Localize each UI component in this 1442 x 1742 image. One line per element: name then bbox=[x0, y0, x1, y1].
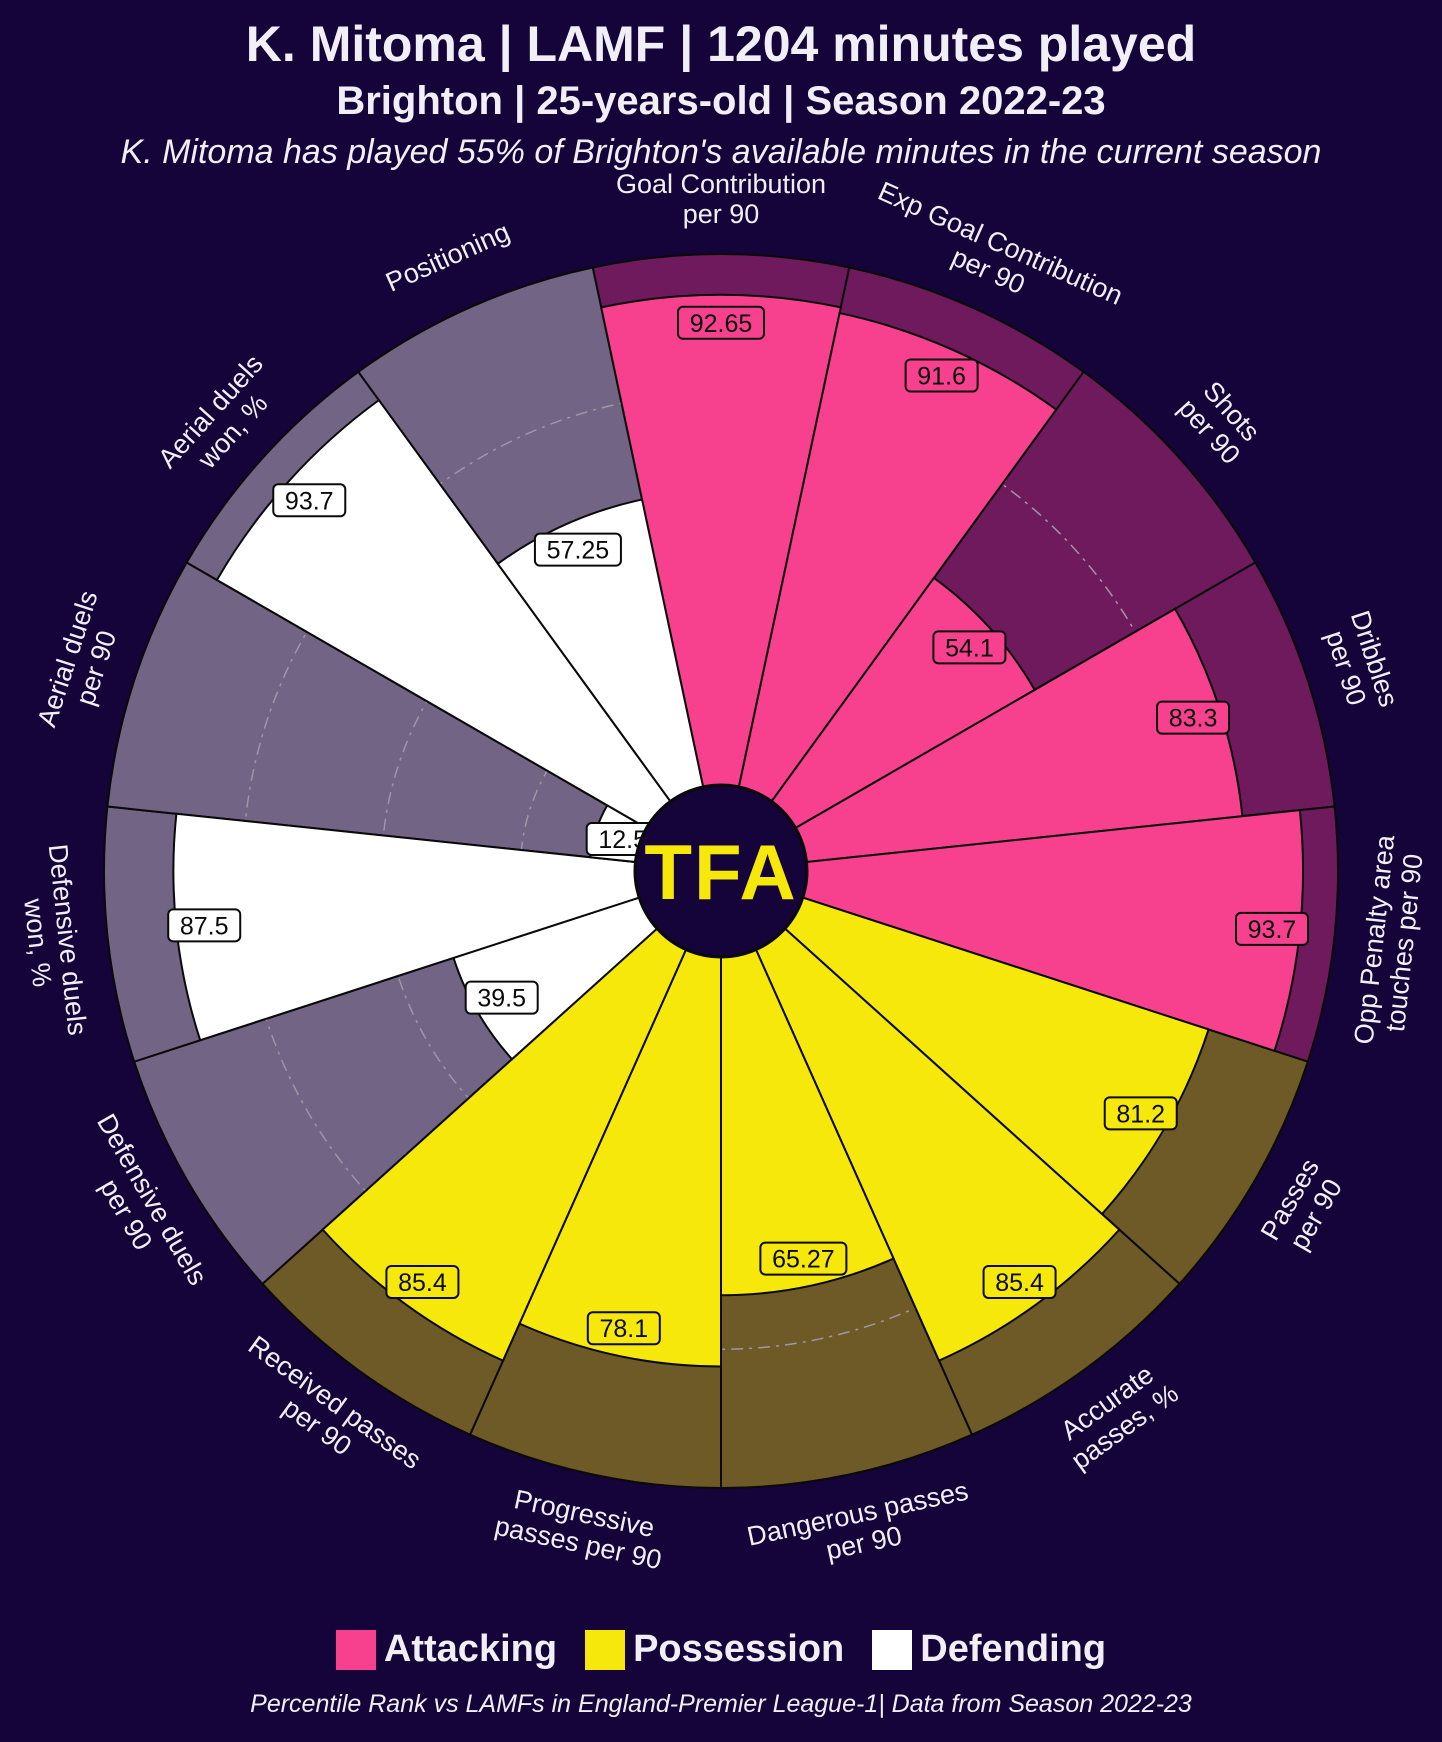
value-label: 39.5 bbox=[464, 980, 539, 1015]
value-label: 85.4 bbox=[982, 1264, 1057, 1299]
value-label-box bbox=[1234, 911, 1309, 946]
value-label-box bbox=[533, 532, 622, 567]
legend-item-attacking: Attacking bbox=[335, 1628, 558, 1671]
value-label: 93.7 bbox=[272, 483, 347, 518]
legend-item-possession: Possession bbox=[585, 1628, 844, 1671]
value-label: 93.7 bbox=[1234, 911, 1309, 946]
chart-title: K. Mitoma | LAMF | 1204 minutes played bbox=[245, 16, 1197, 72]
value-label: 54.1 bbox=[932, 630, 1007, 665]
value-label-text: 39.5 bbox=[477, 985, 526, 1013]
legend-label-possession: Possession bbox=[633, 1628, 845, 1670]
value-label-box bbox=[385, 1264, 460, 1299]
value-label: 92.65 bbox=[677, 305, 765, 340]
legend-label-attacking: Attacking bbox=[383, 1628, 558, 1670]
value-label-box bbox=[167, 908, 242, 943]
value-label: 57.25 bbox=[533, 532, 622, 567]
value-label-text: 65.27 bbox=[772, 1246, 835, 1274]
footer-note: Percentile Rank vs LAMFs in England-Prem… bbox=[250, 1690, 1192, 1718]
center-logo-disc bbox=[633, 783, 809, 959]
value-label: 81.2 bbox=[1103, 1096, 1178, 1131]
value-label-box bbox=[1156, 700, 1231, 735]
category-label-line: Positioning bbox=[381, 217, 514, 298]
value-label-text: 83.3 bbox=[1169, 705, 1218, 733]
value-label-text: 93.7 bbox=[1248, 916, 1297, 944]
value-label-box bbox=[464, 980, 539, 1015]
minutes-note: K. Mitoma has played 55% of Brighton's a… bbox=[120, 133, 1322, 171]
value-label: 91.6 bbox=[904, 358, 979, 393]
value-label-box bbox=[982, 1264, 1057, 1299]
value-label-text: 93.7 bbox=[285, 487, 334, 515]
value-label-text: 91.6 bbox=[917, 363, 966, 391]
value-label-box bbox=[904, 358, 979, 393]
value-label-box bbox=[1103, 1096, 1178, 1131]
value-label-box bbox=[586, 1311, 661, 1346]
value-label-text: 85.4 bbox=[995, 1269, 1044, 1297]
value-label: 87.5 bbox=[167, 908, 242, 943]
legend-swatch-attacking bbox=[335, 1629, 376, 1670]
center-logo-text: TFA bbox=[644, 828, 797, 916]
value-label-text: 87.5 bbox=[180, 912, 229, 940]
value-label-box bbox=[272, 483, 347, 518]
value-label: 83.3 bbox=[1156, 700, 1231, 735]
value-label-text: 92.65 bbox=[690, 310, 753, 338]
value-label-box bbox=[932, 630, 1007, 665]
legend-label-defending: Defending bbox=[920, 1628, 1107, 1670]
value-label-text: 78.1 bbox=[599, 1315, 648, 1343]
value-label-box bbox=[759, 1241, 848, 1276]
value-label-text: 85.4 bbox=[398, 1269, 447, 1297]
value-label: 78.1 bbox=[586, 1311, 661, 1346]
value-label-text: 81.2 bbox=[1116, 1100, 1165, 1128]
category-label: Positioning bbox=[381, 217, 514, 298]
legend-swatch-possession bbox=[585, 1629, 626, 1670]
legend: Attacking Possession Defending bbox=[0, 1628, 1442, 1671]
legend-swatch-defending bbox=[872, 1629, 913, 1670]
value-label: 85.4 bbox=[385, 1264, 460, 1299]
value-label-text: 57.25 bbox=[547, 537, 610, 565]
value-label-box bbox=[677, 305, 765, 340]
value-label: 65.27 bbox=[759, 1241, 848, 1276]
legend-item-defending: Defending bbox=[872, 1628, 1106, 1671]
value-label-text: 54.1 bbox=[945, 634, 994, 662]
category-label-line: per 90 bbox=[683, 199, 760, 229]
chart-subtitle: Brighton | 25-years-old | Season 2022-23 bbox=[336, 79, 1106, 123]
category-label-line: Goal Contribution bbox=[616, 169, 826, 199]
